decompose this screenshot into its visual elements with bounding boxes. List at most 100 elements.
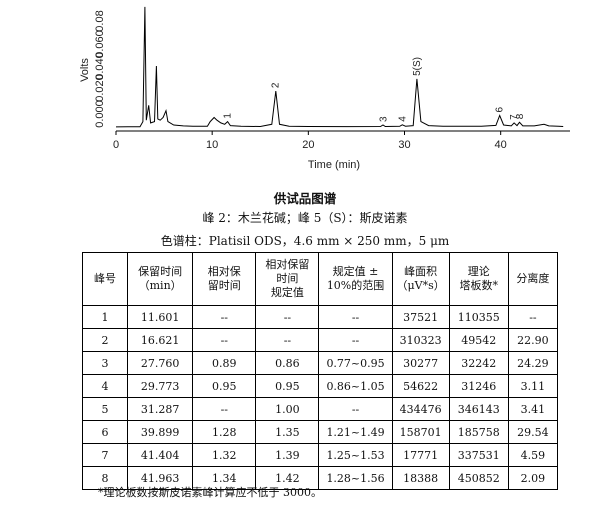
table-cell: 29.54 [507, 420, 559, 444]
table-cell: 3 [81, 351, 129, 375]
table-cell: 16.621 [127, 328, 194, 352]
table-cell: 29.773 [127, 374, 194, 398]
table-cell: 7 [81, 443, 129, 467]
table-cell: 346143 [448, 397, 509, 421]
table-cell: -- [192, 328, 257, 352]
column-header-line: （μV*s） [396, 279, 445, 292]
column-header: 保留时间 （min） [127, 252, 194, 306]
peak-label: 7 [509, 114, 520, 120]
table-cell: 158701 [391, 420, 450, 444]
peak-label: 8 [515, 113, 526, 119]
table-cell: 1.28~1.56 [318, 466, 393, 490]
table-cell: 37521 [391, 305, 450, 329]
column-info: 色谱柱：Platisil ODS，4.6 mm × 250 mm，5 μm [160, 234, 450, 248]
y-tick-label: 0.000 [94, 100, 106, 128]
column-header-line: 保留时间 [138, 265, 183, 278]
table-cell: 0.77~0.95 [318, 351, 393, 375]
column-header: 相对保 留时间 [192, 252, 257, 306]
table-cell: 1.42 [255, 466, 320, 490]
table-cell: 17771 [391, 443, 450, 467]
table-cell: 4 [81, 374, 129, 398]
table-cell: 1.28 [192, 420, 257, 444]
table-cell: 1.25~1.53 [318, 443, 393, 467]
peak-label: 6 [495, 107, 506, 113]
footnote: *理论板数按斯皮诺素峰计算应不低于 3000。 [98, 486, 322, 499]
column-header-line: 相对保 [207, 265, 241, 278]
table-cell: 24.29 [507, 351, 559, 375]
table-cell: -- [318, 305, 393, 329]
table-cell: -- [255, 328, 320, 352]
table-cell: 310323 [391, 328, 450, 352]
table-cell: 110355 [448, 305, 509, 329]
table-cell: 2.09 [507, 466, 559, 490]
table-cell: 450852 [448, 466, 509, 490]
x-tick-label: 30 [398, 139, 410, 151]
y-tick-label: 0.040 [94, 52, 106, 80]
x-tick-label: 10 [206, 139, 218, 151]
peak-label: 4 [398, 116, 409, 122]
table-cell: 0.86 [255, 351, 320, 375]
peak-table: 峰号 保留时间 （min） 相对保 留时间 相对保留 时间 规定值 规定值 ±10%的范围 峰面积… [81, 252, 559, 490]
peak-label: 3 [378, 116, 389, 122]
table-cell: 0.95 [192, 374, 257, 398]
table-cell: -- [192, 397, 257, 421]
table-cell: 1.39 [255, 443, 320, 467]
y-tick-label: 0.020 [94, 74, 106, 102]
table-cell: 1.00 [255, 397, 320, 421]
figure-title: 供试品图谱 [273, 191, 337, 206]
x-axis-label: Time (min) [308, 159, 360, 171]
table-cell: -- [192, 305, 257, 329]
table-cell: 6 [81, 420, 129, 444]
table-cell: 31246 [448, 374, 509, 398]
column-header-line: 分离度 [516, 272, 550, 285]
column-header-line: 10%的范围 [326, 279, 385, 292]
table-cell: 2 [81, 328, 129, 352]
table-cell: 0.86~1.05 [318, 374, 393, 398]
table-row: 5 31.287 -- 1.00 -- 434476 346143 3.41 [81, 397, 559, 421]
table-cell: 30277 [391, 351, 450, 375]
table-cell: 337531 [448, 443, 509, 467]
table-cell: 49542 [448, 328, 509, 352]
peak-labels: 1 2 3 4 5(S) 678 [223, 57, 526, 122]
x-tick-label: 40 [495, 139, 507, 151]
table-row: 2 16.621 -- -- -- 310323 49542 22.90 [81, 328, 559, 352]
table-cell: 0.89 [192, 351, 257, 375]
table-cell: 41.404 [127, 443, 194, 467]
x-ticks: 0 10 20 30 40 [113, 131, 507, 151]
column-header-line: 时间 [276, 272, 299, 285]
x-tick-label: 0 [113, 139, 119, 151]
table-cell: 31.287 [127, 397, 194, 421]
y-axis-label: Volts [79, 58, 91, 82]
table-cell: -- [255, 305, 320, 329]
table-cell: 1.35 [255, 420, 320, 444]
column-header-line: 理论 [467, 265, 490, 278]
column-header: 相对保留 时间 规定值 [255, 252, 320, 306]
peak-label: 1 [223, 113, 234, 119]
table-cell: 54622 [391, 374, 450, 398]
peak-label: 5(S) [412, 57, 423, 76]
table-cell: 434476 [391, 397, 450, 421]
column-header-line: 留时间 [207, 279, 241, 292]
table-cell: 32242 [448, 351, 509, 375]
column-header: 峰面积 （μV*s） [391, 252, 450, 306]
table-cell: -- [318, 328, 393, 352]
table-cell: 1 [81, 305, 129, 329]
peak-label: 2 [271, 82, 282, 88]
column-header-line: 塔板数* [459, 279, 499, 292]
column-header: 分离度 [507, 252, 559, 306]
table-row: 3 27.760 0.89 0.86 0.77~0.95 30277 32242 24.29 [81, 351, 559, 375]
table-cell: 18388 [391, 466, 450, 490]
column-header-line: 规定值 [270, 286, 304, 299]
table-cell: 27.760 [127, 351, 194, 375]
table-cell: 41.963 [127, 466, 194, 490]
table-cell: 3.11 [507, 374, 559, 398]
column-header: 峰号 [81, 252, 129, 306]
table-cell: 0.95 [255, 374, 320, 398]
chromatogram-trace [115, 6, 564, 128]
table-row: 1 11.601 -- -- -- 37521 110355 -- [81, 305, 559, 329]
table-cell: 3.41 [507, 397, 559, 421]
table-cell: 39.899 [127, 420, 194, 444]
table-cell: 1.32 [192, 443, 257, 467]
